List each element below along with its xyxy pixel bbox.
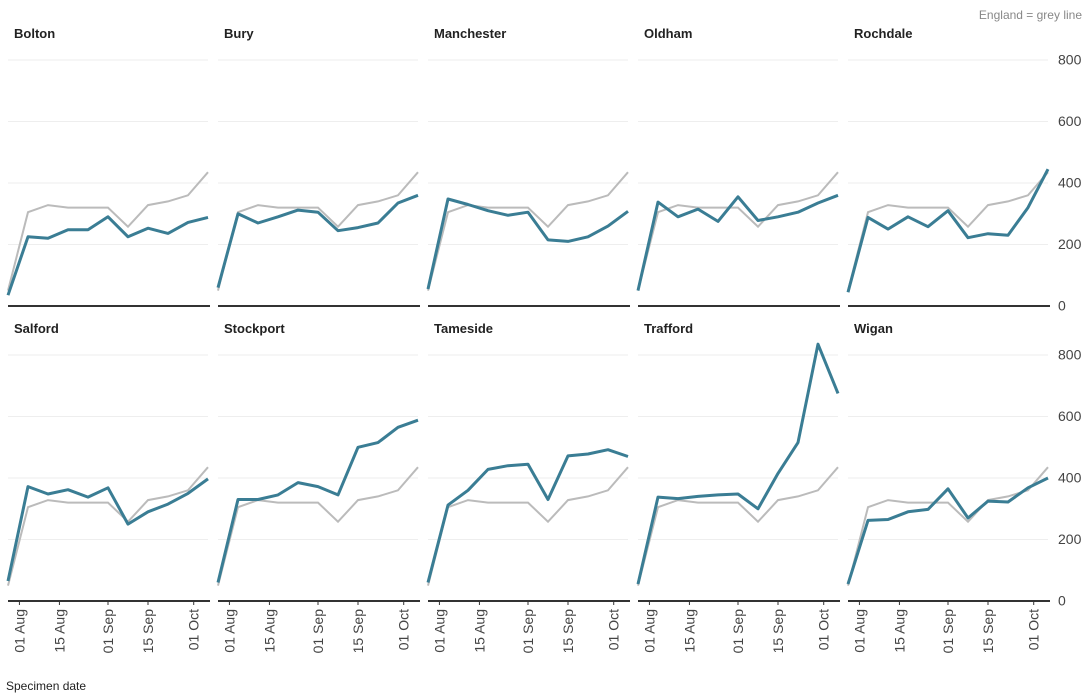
area-line <box>6 215 209 296</box>
x-tick-label: 01 Oct <box>186 609 202 650</box>
x-tick-label: 01 Sep <box>730 609 746 654</box>
x-tick-label: 15 Aug <box>51 609 67 653</box>
y-tick-label: 800 <box>1058 52 1082 68</box>
x-tick-label: 01 Aug <box>431 609 447 653</box>
x-tick-label: 15 Aug <box>681 609 697 653</box>
area-line <box>846 476 1049 585</box>
x-tick-label: 01 Sep <box>100 609 116 654</box>
panel-title: Oldham <box>644 26 692 41</box>
x-tick-label: 15 Sep <box>350 609 366 654</box>
y-tick-label: 200 <box>1058 531 1082 547</box>
area-line <box>846 168 1050 293</box>
y-tick-label: 600 <box>1058 113 1082 129</box>
x-tick-label: 01 Aug <box>851 609 867 653</box>
area-line <box>216 418 419 583</box>
panel-title: Stockport <box>224 321 285 336</box>
y-tick-label: 0 <box>1058 593 1066 609</box>
y-tick-label: 400 <box>1058 470 1082 486</box>
note: England = grey line <box>979 8 1082 22</box>
england-line <box>637 466 839 586</box>
x-tick-label: 15 Sep <box>980 609 996 654</box>
panel-title: Rochdale <box>854 26 913 41</box>
panel-title: Trafford <box>644 321 693 336</box>
panel-title: Tameside <box>434 321 493 336</box>
england-line <box>637 171 839 291</box>
x-tick-label: 01 Sep <box>940 609 956 654</box>
area-line <box>426 448 629 583</box>
x-tick-label: 01 Aug <box>641 609 657 653</box>
y-tick-label: 0 <box>1058 298 1066 314</box>
england-line <box>217 466 419 586</box>
x-tick-label: 01 Oct <box>396 609 412 650</box>
x-tick-label: 01 Oct <box>606 609 622 650</box>
x-tick-label: 15 Sep <box>560 609 576 654</box>
x-tick-label: 15 Sep <box>140 609 156 654</box>
panel-title: Manchester <box>434 26 506 41</box>
england-line <box>847 171 1049 291</box>
x-tick-label: 01 Oct <box>1026 609 1042 650</box>
y-tick-label: 800 <box>1058 347 1082 363</box>
y-tick-label: 200 <box>1058 236 1082 252</box>
panel-title: Bury <box>224 26 254 41</box>
england-line <box>7 466 209 586</box>
area-line <box>636 193 839 291</box>
england-line <box>217 171 419 291</box>
area-line <box>636 342 840 585</box>
area-line <box>216 193 419 288</box>
x-axis-label: Specimen date <box>6 679 86 693</box>
england-line <box>847 466 1049 586</box>
panel-title: Salford <box>14 321 59 336</box>
y-tick-label: 600 <box>1058 408 1082 424</box>
england-line <box>427 171 629 291</box>
x-tick-label: 15 Aug <box>261 609 277 653</box>
x-tick-label: 01 Sep <box>520 609 536 654</box>
x-tick-label: 15 Aug <box>891 609 907 653</box>
england-line <box>427 466 629 586</box>
x-tick-label: 01 Sep <box>310 609 326 654</box>
area-line <box>426 197 629 290</box>
y-tick-label: 400 <box>1058 175 1082 191</box>
x-tick-label: 15 Aug <box>471 609 487 653</box>
area-line <box>6 477 209 582</box>
panel-title: Wigan <box>854 321 893 336</box>
x-tick-label: 01 Oct <box>816 609 832 650</box>
panel-title: Bolton <box>14 26 55 41</box>
england-line <box>7 171 209 291</box>
x-tick-label: 01 Aug <box>11 609 27 653</box>
x-tick-label: 15 Sep <box>770 609 786 654</box>
x-tick-label: 01 Aug <box>221 609 237 653</box>
